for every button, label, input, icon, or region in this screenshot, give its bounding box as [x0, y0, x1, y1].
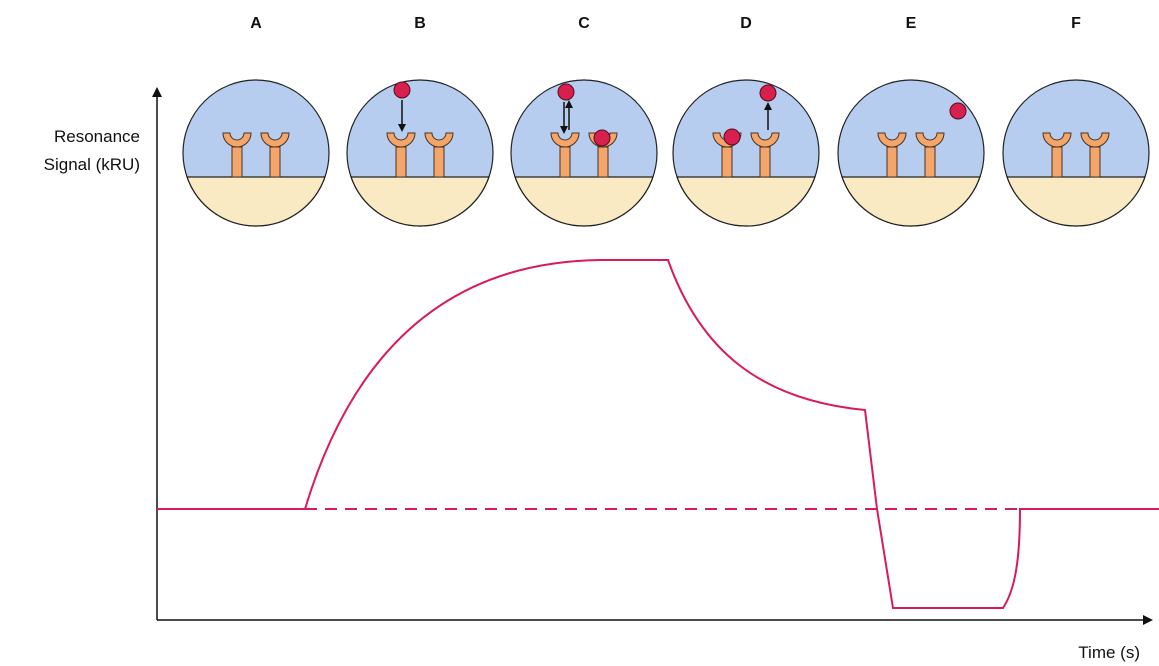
sensor-surface	[676, 176, 816, 227]
y-axis-label: Signal (kRU)	[44, 155, 140, 174]
panel: C	[510, 15, 658, 227]
panel-label: E	[906, 15, 917, 32]
sensor-surface	[514, 176, 654, 227]
sensor-surface	[186, 176, 326, 227]
sensorgram-curve	[157, 259, 1159, 609]
ligand	[949, 102, 967, 120]
panels: A B C D E F	[182, 15, 1150, 227]
panel-label: F	[1071, 15, 1081, 32]
panel: B	[346, 15, 494, 227]
sensor-surface	[1006, 176, 1146, 227]
ligand	[759, 84, 777, 102]
panel: E	[837, 15, 985, 227]
ligand	[593, 129, 611, 147]
panel-label: B	[414, 15, 426, 32]
panel-label: C	[578, 15, 590, 32]
panel-label: D	[740, 15, 752, 32]
sensor-surface	[350, 176, 490, 227]
ligand	[723, 128, 741, 146]
ligand	[393, 81, 411, 99]
panel-label: A	[250, 15, 262, 32]
panel: F	[1002, 15, 1150, 227]
panel: D	[672, 15, 820, 227]
sensor-surface	[841, 176, 981, 227]
x-axis-label: Time (s)	[1078, 643, 1140, 662]
ligand	[557, 83, 575, 101]
panel: A	[182, 15, 330, 227]
y-axis-label: Resonance	[54, 127, 140, 146]
